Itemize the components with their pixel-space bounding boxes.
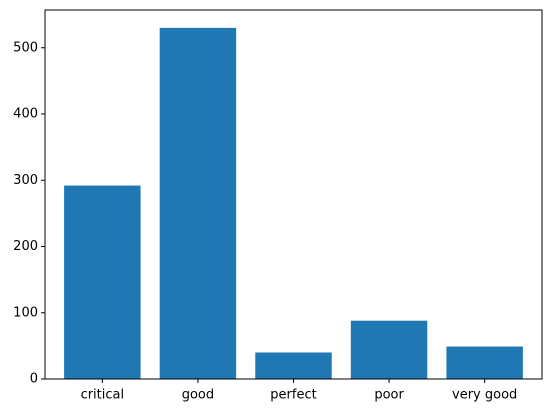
x-tick-label: poor: [374, 388, 404, 403]
y-tick-label: 400: [13, 107, 38, 122]
y-axis: 0 100 200 300 400 500: [13, 40, 45, 387]
y-tick-label: 100: [13, 305, 38, 320]
x-tick-label: perfect: [270, 388, 316, 403]
bar-good: [159, 27, 237, 379]
x-tick-label: very good: [452, 388, 517, 403]
bar-poor: [350, 320, 428, 379]
y-tick-label: 500: [13, 40, 38, 55]
y-tick-label: 0: [30, 372, 38, 387]
bar-perfect: [255, 352, 332, 379]
bar-very-good: [446, 346, 523, 379]
plot-frame: [44, 9, 543, 380]
bar-critical: [64, 185, 141, 379]
bars-group: [64, 27, 523, 379]
x-tick-label: critical: [81, 388, 125, 403]
x-axis: critical good perfect poor very good: [81, 379, 517, 403]
y-tick-label: 200: [13, 239, 38, 254]
x-tick-label: good: [182, 388, 214, 403]
y-tick-label: 300: [13, 173, 38, 188]
